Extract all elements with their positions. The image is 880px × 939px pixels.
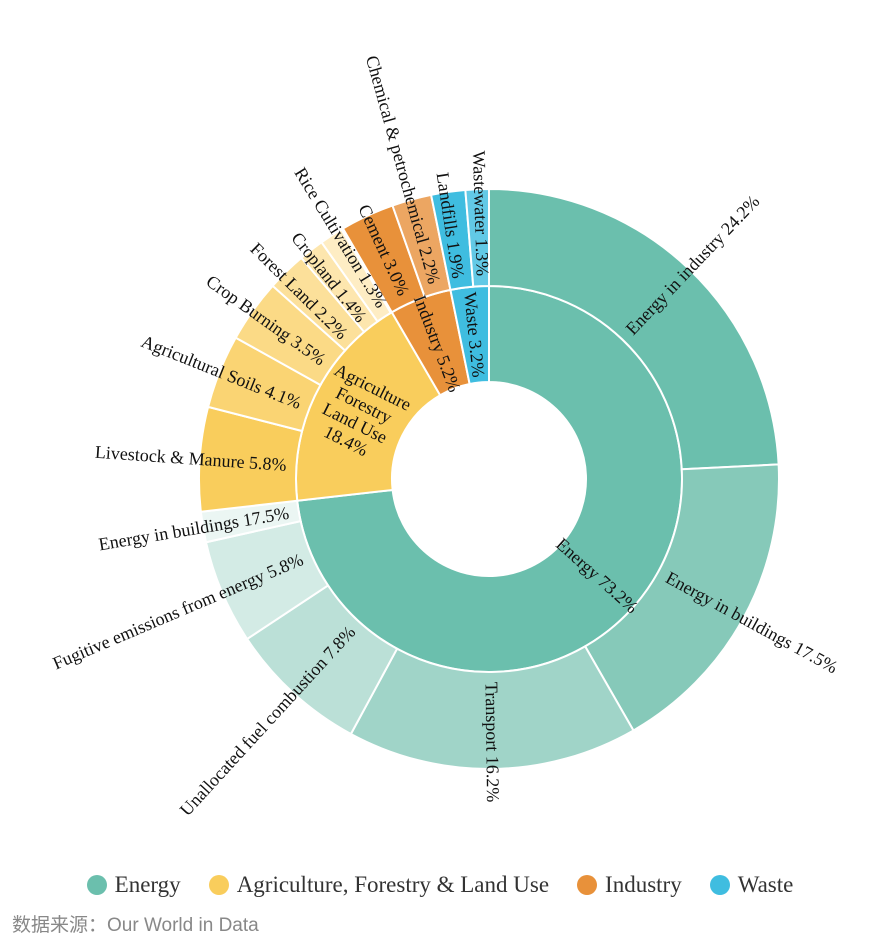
legend-dot bbox=[208, 875, 229, 895]
legend-label: Agriculture, Forestry & Land Use bbox=[236, 872, 550, 897]
label-transport: Transport 16.2% bbox=[482, 682, 504, 803]
legend-label: Waste bbox=[737, 872, 794, 897]
legend-dot bbox=[86, 875, 107, 895]
segment-energy-in-industry[interactable] bbox=[488, 187, 780, 471]
legend: Energy Agriculture, Forestry & Land Use … bbox=[0, 872, 880, 898]
legend-item-energy[interactable]: Energy bbox=[86, 872, 181, 898]
source-note: 数据来源：Our World in Data bbox=[12, 915, 259, 936]
segment-wastewater[interactable] bbox=[464, 187, 490, 288]
segment-rice-cultivation[interactable] bbox=[320, 228, 393, 323]
legend-dot bbox=[709, 875, 730, 895]
legend-item-waste[interactable]: Waste bbox=[709, 872, 794, 898]
legend-label: Energy bbox=[114, 872, 181, 897]
legend-item-industry[interactable]: Industry bbox=[577, 872, 682, 898]
legend-dot bbox=[577, 875, 598, 895]
legend-label: Industry bbox=[605, 872, 682, 897]
legend-item-agriculture[interactable]: Agriculture, Forestry & Land Use bbox=[208, 872, 550, 898]
label-wastewater: Wastewater 1.3% bbox=[469, 150, 493, 276]
